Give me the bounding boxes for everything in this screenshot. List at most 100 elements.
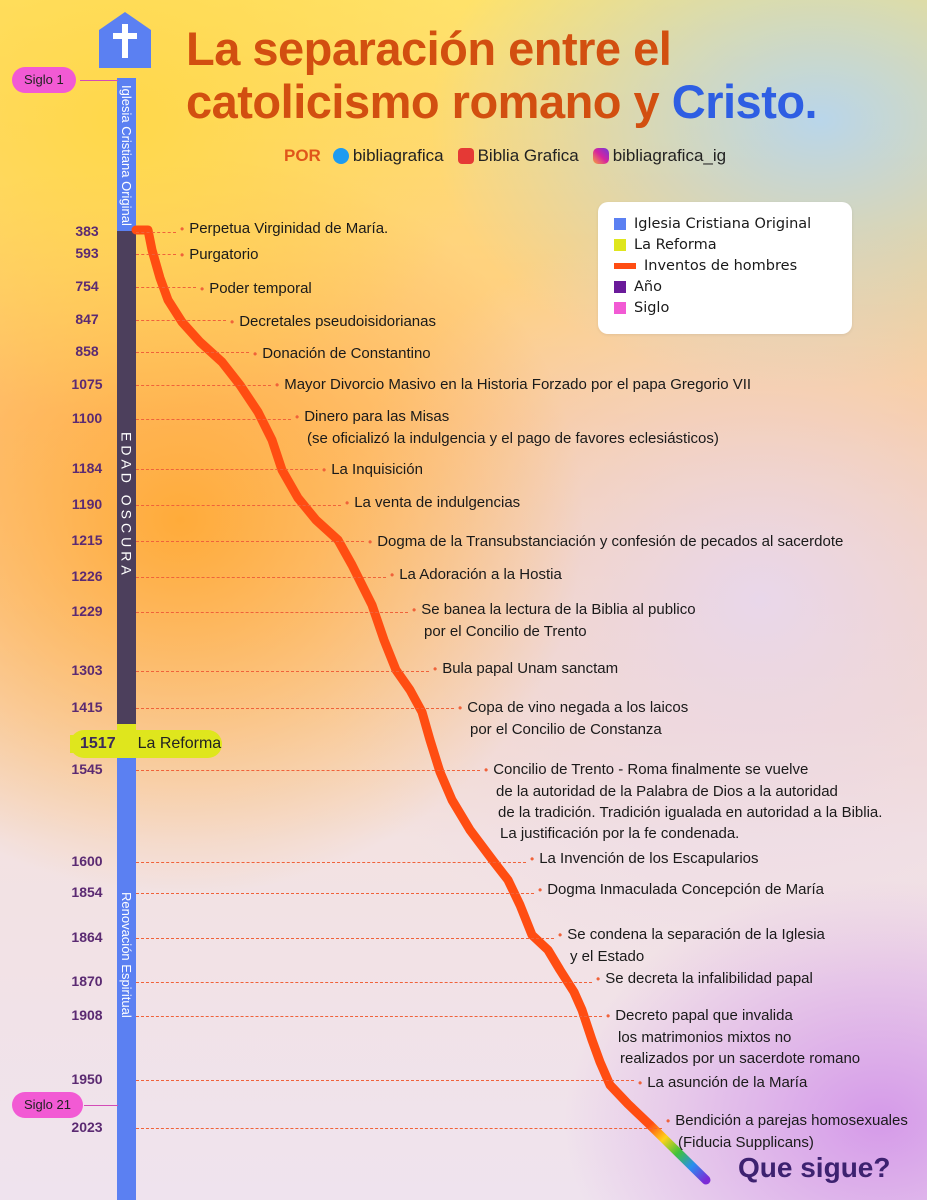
siglo-1-connector	[80, 80, 118, 81]
event-item: • Dogma Inmaculada Concepción de María	[538, 879, 824, 901]
event-connector	[136, 1016, 602, 1017]
event-item: • Se decreta la infalibilidad papal	[596, 968, 813, 990]
legend-label: La Reforma	[634, 237, 717, 253]
event-item: • Decretales pseudoisidorianas	[230, 311, 436, 333]
event-item: • Copa de vino negada a los laicos por el …	[458, 697, 688, 740]
event-year: 1229	[71, 603, 103, 619]
event-text: La asunción de la María	[647, 1074, 808, 1091]
decline-rainbow-end	[645, 1120, 711, 1185]
event-bullet: •	[180, 222, 185, 236]
event-year: 1100	[71, 410, 103, 426]
event-text: Purgatorio	[189, 246, 259, 263]
byline-por: POR	[284, 146, 321, 165]
event-bullet: •	[558, 928, 563, 942]
event-item: • La Adoración a la Hostia	[390, 564, 562, 586]
legend-swatch	[614, 263, 636, 269]
event-text: Se banea la lectura de la Biblia al publ…	[421, 601, 696, 618]
event-bullet: •	[180, 248, 185, 262]
event-item: • La venta de indulgencias	[345, 492, 520, 514]
event-item: • Se banea la lectura de la Biblia al pub…	[412, 599, 696, 642]
event-text: Dinero para las Misas	[304, 408, 450, 425]
event-bullet: •	[253, 347, 258, 361]
event-text: y el Estado	[570, 948, 645, 965]
event-text: Bendición a parejas homosexuales	[675, 1112, 908, 1129]
event-connector	[136, 1128, 662, 1129]
segment-renewal	[117, 756, 136, 1200]
twitter-handle[interactable]: bibliagrafica	[352, 146, 444, 165]
label-original-church: Iglesia Cristiana Original	[119, 84, 134, 226]
event-item: • Decreto papal que invalida los matrimoni…	[606, 1005, 860, 1069]
event-year: 1545	[71, 761, 103, 777]
event-year: 847	[75, 311, 99, 327]
event-year: 1184	[71, 460, 103, 476]
instagram-handle[interactable]: bibliagrafica_ig	[612, 146, 727, 165]
event-connector	[136, 385, 271, 386]
church-icon	[99, 12, 151, 68]
event-bullet: •	[412, 603, 417, 617]
event-year: 1950	[71, 1071, 103, 1087]
event-item: • Concilio de Trento - Roma finalmente se…	[484, 759, 882, 844]
event-connector	[136, 505, 341, 506]
event-connector	[136, 770, 480, 771]
event-bullet: •	[638, 1076, 643, 1090]
event-item: • Poder temporal	[200, 278, 312, 300]
segment-original-church	[117, 78, 136, 231]
event-connector	[136, 469, 318, 470]
event-text: por el Concilio de Trento	[424, 623, 587, 640]
event-bullet: •	[200, 282, 205, 296]
byline: POR bibliagrafica Biblia Grafica bibliag…	[284, 146, 740, 166]
event-text: La Inquisición	[331, 461, 423, 478]
event-year: 593	[75, 245, 99, 261]
event-bullet: •	[390, 568, 395, 582]
event-connector	[136, 254, 176, 255]
event-year: 1864	[71, 929, 103, 945]
event-connector	[136, 671, 429, 672]
event-bullet: •	[230, 315, 235, 329]
legend-item: Inventos de hombres	[614, 258, 797, 274]
event-year: 1215	[71, 532, 103, 548]
event-text: realizados por un sacerdote romano	[620, 1050, 861, 1067]
event-text: Donación de Constantino	[262, 345, 431, 362]
event-year: 1870	[71, 973, 103, 989]
event-text: Perpetua Virginidad de María.	[189, 220, 389, 237]
event-text: de la tradición. Tradición igualada en a…	[498, 804, 883, 821]
legend-label: Siglo	[634, 300, 670, 316]
event-text: Dogma de la Transubstanciación y confesi…	[377, 533, 844, 550]
event-bullet: •	[433, 662, 438, 676]
legend-item: La Reforma	[614, 237, 717, 253]
event-item: • Purgatorio	[180, 244, 258, 266]
event-bullet: •	[368, 535, 373, 549]
legend-label: Iglesia Cristiana Original	[634, 216, 812, 232]
event-connector	[136, 1080, 634, 1081]
event-connector	[136, 541, 364, 542]
event-text: Poder temporal	[209, 280, 312, 297]
event-connector	[136, 612, 408, 613]
title-line-1: La separación entre el	[186, 22, 672, 75]
event-bullet: •	[606, 1009, 611, 1023]
legend-swatch	[614, 302, 626, 314]
page-title: La separación entre el catolicismo roman…	[186, 22, 921, 128]
event-item: • Perpetua Virginidad de María.	[180, 218, 388, 240]
event-year: 1075	[71, 376, 103, 392]
event-year: 858	[75, 343, 99, 359]
instagram-icon	[592, 148, 609, 164]
event-text: Dogma Inmaculada Concepción de María	[547, 881, 825, 898]
youtube-channel[interactable]: Biblia Grafica	[477, 146, 579, 165]
event-text: Decreto papal que invalida	[615, 1007, 793, 1024]
timeline-bar	[117, 78, 136, 1200]
event-text: Mayor Divorcio Masivo en la Historia For…	[284, 376, 752, 393]
event-year: 1908	[71, 1007, 103, 1023]
legend-swatch	[614, 239, 626, 251]
event-connector	[136, 577, 386, 578]
event-text: Copa de vino negada a los laicos	[467, 699, 689, 716]
event-year: 1190	[71, 496, 103, 512]
event-text: (Fiducia Supplicans)	[678, 1134, 814, 1151]
event-text: La justificación por la fe condenada.	[500, 825, 740, 842]
event-bullet: •	[530, 852, 535, 866]
twitter-icon	[332, 148, 349, 164]
event-connector	[136, 419, 291, 420]
event-bullet: •	[295, 410, 300, 424]
event-item: • Donación de Constantino	[253, 343, 431, 365]
event-text: Se decreta la infalibilidad papal	[605, 970, 813, 987]
event-text: de la autoridad de la Palabra de Dios a …	[496, 783, 838, 800]
